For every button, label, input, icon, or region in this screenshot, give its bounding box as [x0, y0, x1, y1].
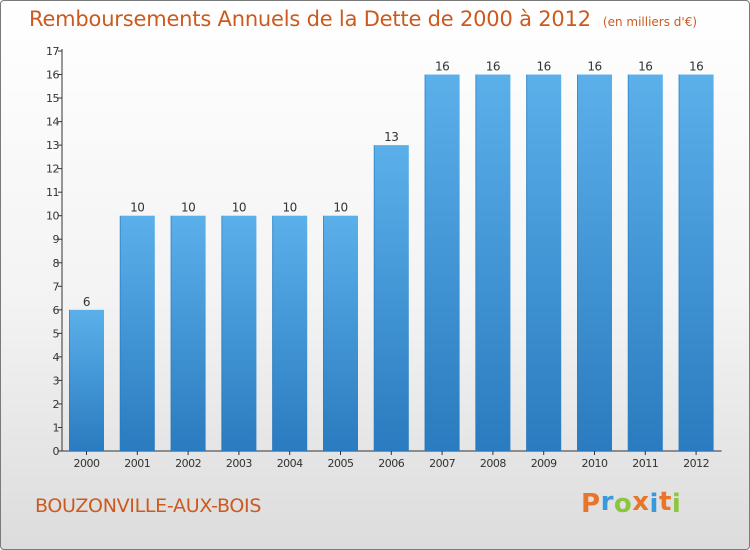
labels: 2000 6 2001 10 2002 10 2003 10 2004 10 2005 10 2006 1…	[74, 60, 710, 470]
x-tick-label: 2003	[226, 457, 252, 470]
data-label: 10	[130, 201, 144, 215]
brand-letter: t	[658, 487, 672, 517]
y-tick-label: 1	[53, 421, 60, 434]
x-tick-label: 2005	[328, 457, 354, 470]
y-tick-label: 13	[46, 139, 59, 152]
bar-2003	[221, 215, 257, 451]
bar-2011	[627, 74, 663, 451]
bar-2002	[170, 215, 206, 451]
data-label: 16	[587, 60, 601, 74]
bar-2012	[678, 74, 714, 451]
y-tick-label: 17	[46, 45, 59, 58]
brand-letter: P	[581, 489, 601, 519]
x-tick-label: 2010	[582, 457, 608, 470]
bars	[69, 74, 714, 451]
x-tick-label: 2008	[480, 457, 506, 470]
chart-title: Remboursements Annuels de la Dette de 20…	[29, 7, 591, 31]
x-tick-label: 2004	[277, 457, 303, 470]
y-tick-label: 11	[46, 186, 59, 199]
bar-2005	[323, 215, 358, 451]
y-tick-label: 16	[46, 69, 59, 82]
x-tick-label: 2000	[74, 457, 100, 470]
y-tick-label: 4	[53, 351, 60, 364]
data-label: 10	[181, 201, 195, 215]
y-tick-label: 0	[53, 445, 60, 458]
y-tick-label: 7	[53, 280, 60, 293]
bar-2010	[577, 74, 612, 451]
x-tick-label: 2012	[683, 457, 709, 470]
y-tick-label: 5	[53, 327, 60, 340]
x-tick-label: 2002	[175, 457, 201, 470]
bar-2009	[526, 74, 562, 451]
data-label: 16	[486, 60, 500, 74]
x-tick-label: 2007	[429, 457, 455, 470]
brand-letter: r	[600, 487, 614, 517]
brand-logo: Proxiti	[581, 487, 682, 519]
brand-letter: i	[671, 489, 682, 519]
data-label: 10	[232, 201, 246, 215]
y-tick-label: 6	[53, 304, 60, 317]
data-label: 16	[638, 60, 652, 74]
y-tick-label: 8	[53, 257, 60, 270]
commune-name: BOUZONVILLE-AUX-BOIS	[35, 495, 262, 517]
data-label: 13	[384, 130, 398, 144]
title-row: Remboursements Annuels de la Dette de 20…	[29, 7, 697, 31]
y-tick-label: 3	[53, 374, 60, 387]
bar-2001	[119, 215, 155, 451]
y-tick-label: 10	[46, 210, 59, 223]
data-label: 16	[435, 60, 449, 74]
brand-letter: x	[632, 487, 650, 517]
bar-2007	[424, 74, 460, 451]
brand-letter: o	[613, 489, 633, 519]
brand-letter: i	[649, 489, 659, 519]
x-tick-label: 2009	[531, 457, 557, 470]
data-label: 10	[333, 201, 347, 215]
y-tick-label: 15	[46, 92, 59, 105]
data-label: 16	[537, 60, 551, 74]
bar-2008	[475, 74, 511, 451]
y-tick-label: 9	[53, 233, 60, 246]
bar-2000	[69, 309, 104, 451]
data-label: 6	[83, 295, 90, 309]
bar-2004	[272, 215, 308, 451]
x-tick-label: 2006	[378, 457, 404, 470]
data-label: 10	[283, 201, 297, 215]
data-label: 16	[689, 60, 703, 74]
x-tick-label: 2001	[124, 457, 150, 470]
x-tick-label: 2011	[632, 457, 658, 470]
chart-unit-note: (en milliers d'€)	[602, 15, 698, 29]
y-tick-label: 2	[53, 398, 60, 411]
bar-2006	[373, 145, 409, 451]
y-tick-label: 12	[46, 163, 59, 176]
y-tick-label: 14	[46, 116, 59, 129]
